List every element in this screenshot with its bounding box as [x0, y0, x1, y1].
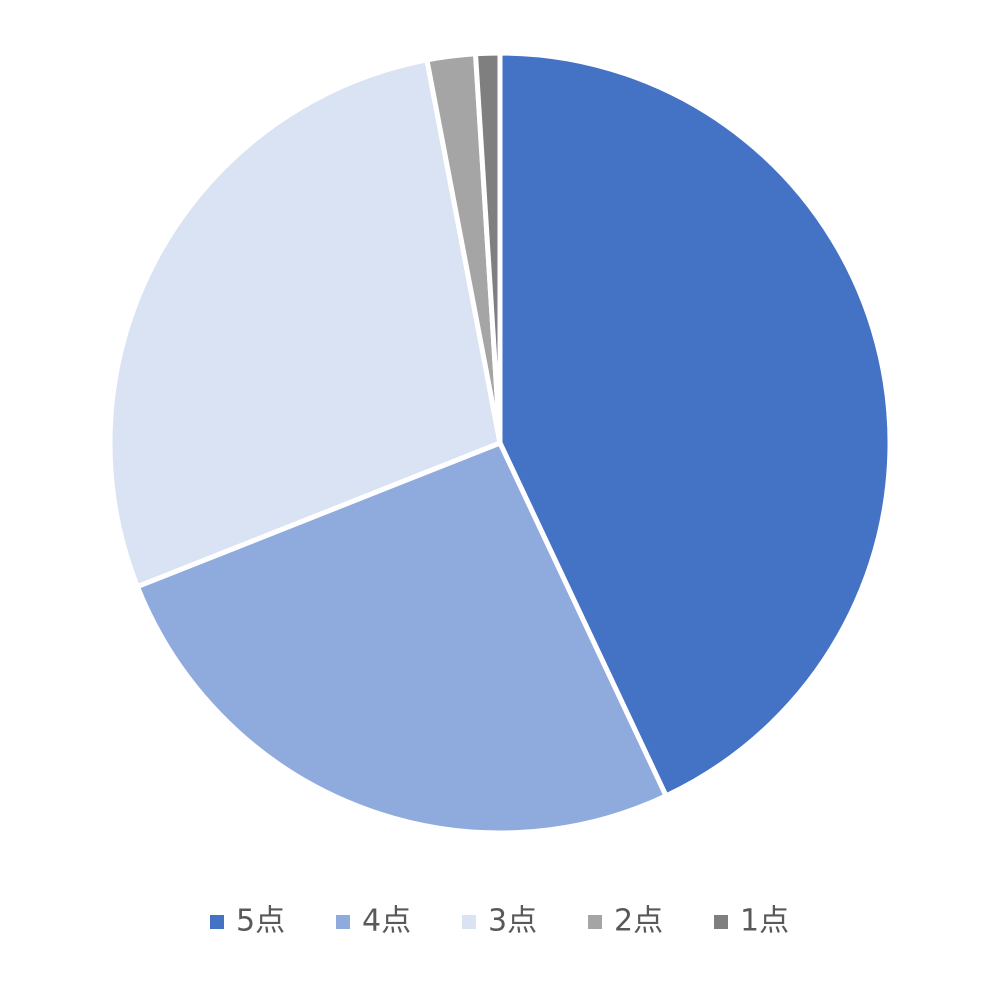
pie-slice — [497, 50, 893, 799]
pie-slice — [134, 440, 669, 836]
legend-swatch — [714, 915, 728, 929]
legend-label: 4点 — [362, 904, 411, 939]
legend-swatch — [462, 915, 476, 929]
legend-swatch — [336, 915, 350, 929]
legend-label: 3点 — [488, 904, 537, 939]
legend-label: 1点 — [740, 904, 789, 939]
legend-swatch — [588, 915, 602, 929]
pie-slice — [473, 50, 503, 446]
legend-label: 2点 — [614, 904, 663, 939]
legend-swatch — [210, 915, 224, 929]
legend-label: 5点 — [236, 904, 285, 939]
pie-slice — [107, 57, 503, 590]
